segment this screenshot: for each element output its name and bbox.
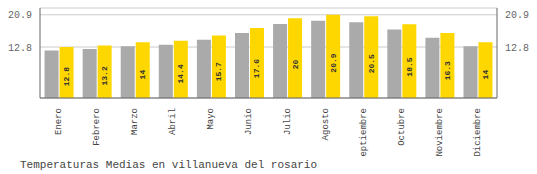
svg-text:12.8: 12.8	[505, 43, 529, 54]
svg-text:20.9: 20.9	[8, 10, 32, 21]
svg-text:Enero: Enero	[54, 108, 64, 135]
svg-text:13.2: 13.2	[100, 66, 109, 85]
svg-text:14: 14	[481, 70, 490, 80]
svg-text:20.9: 20.9	[329, 53, 338, 72]
svg-text:14.4: 14.4	[176, 64, 185, 83]
svg-text:Diciembre: Diciembre	[473, 108, 483, 156]
svg-text:20: 20	[291, 60, 300, 70]
svg-text:Noviembre: Noviembre	[435, 108, 445, 156]
html-text:Temperaturas Medias en villanu: Temperaturas Medias en villanueva del ro…	[20, 159, 318, 171]
svg-text:Abril: Abril	[168, 108, 178, 135]
svg-text:17.6: 17.6	[252, 59, 261, 78]
svg-text:Febrero: Febrero	[92, 108, 102, 146]
svg-text:20.9: 20.9	[505, 10, 529, 21]
svg-text:Octubre: Octubre	[397, 108, 407, 146]
svg-text:16.3: 16.3	[443, 61, 452, 80]
svg-text:Junio: Junio	[244, 108, 254, 135]
svg-text:20.5: 20.5	[367, 54, 376, 73]
svg-text:12.8: 12.8	[8, 43, 32, 54]
svg-text:Septiembre: Septiembre	[359, 108, 369, 156]
svg-text:18.5: 18.5	[405, 57, 414, 76]
svg-text:Marzo: Marzo	[130, 108, 140, 135]
svg-text:12.8: 12.8	[62, 67, 71, 86]
svg-text:Agosto: Agosto	[321, 108, 331, 140]
svg-text:Mayo: Mayo	[206, 108, 216, 130]
svg-text:14: 14	[138, 70, 147, 80]
svg-text:Julio: Julio	[283, 108, 293, 135]
svg-text:15.7: 15.7	[214, 62, 223, 81]
